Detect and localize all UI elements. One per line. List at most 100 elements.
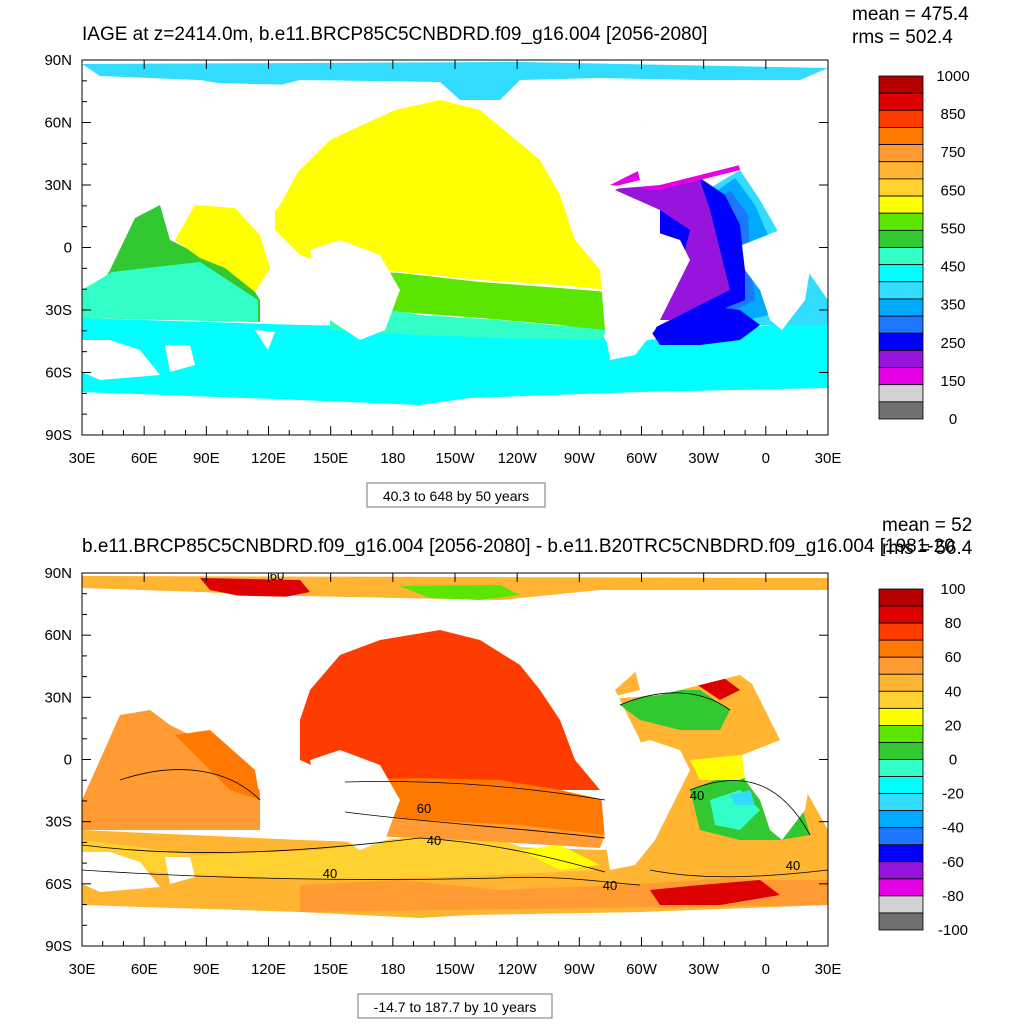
colorbar-swatch <box>878 401 924 420</box>
colorbar-swatch <box>878 298 924 317</box>
x-tick-label: 60W <box>626 450 658 467</box>
bottom-footer-box <box>357 993 553 1019</box>
contour-label: 40 <box>427 833 441 848</box>
x-tick-label: 150E <box>313 961 348 978</box>
contour-label: 60 <box>270 568 284 583</box>
colorbar-swatch <box>878 195 924 214</box>
colorbar-swatch <box>878 384 924 403</box>
y-tick-label: 90N <box>44 565 72 582</box>
colorbar-swatch <box>878 844 924 863</box>
colorbar-swatch <box>878 656 924 675</box>
x-tick-label: 0 <box>762 961 770 978</box>
colorbar-swatch <box>878 622 924 641</box>
colorbar-swatch <box>878 315 924 334</box>
colorbar-label: -80 <box>942 888 964 905</box>
x-tick-label: 150W <box>435 450 475 467</box>
bottom-title: b.e11.BRCP85C5CNBDRD.f09_g16.004 [2056-2… <box>82 536 955 557</box>
colorbar-swatch <box>878 281 924 300</box>
colorbar-swatch <box>878 878 924 897</box>
y-tick-label: 90S <box>45 427 72 444</box>
x-tick-label: 180 <box>380 961 405 978</box>
contour-label: 40 <box>690 788 704 803</box>
bottom-field-atlantic-cyan <box>730 790 755 805</box>
contour-label: 40 <box>786 858 800 873</box>
top-footer-box <box>366 482 546 508</box>
x-tick-label: 30E <box>815 961 842 978</box>
y-tick-label: 30S <box>45 302 72 319</box>
bottom-y-axis: 90N 60N 30N 0 30S 60S 90S <box>44 565 828 955</box>
colorbar-swatch <box>878 75 924 94</box>
y-tick-label: 90S <box>45 938 72 955</box>
top-title: IAGE at z=2414.0m, b.e11.BRCP85C5CNBDRD.… <box>82 24 707 45</box>
bottom-stat-mean: mean = 52 <box>882 515 972 536</box>
top-field-arctic <box>82 62 828 100</box>
colorbar-swatch <box>878 912 924 931</box>
bottom-colorbar: 100 80 60 40 20 0 -20 -40 -60 -80 -100 <box>878 581 968 939</box>
x-tick-label: 150W <box>435 961 475 978</box>
bottom-field-arctic-green <box>400 585 520 600</box>
y-tick-label: 0 <box>64 752 72 769</box>
bottom-stat-rms: rms = 56.4 <box>882 538 973 559</box>
top-colorbar: 1000 850 750 650 550 450 350 250 150 0 <box>878 68 970 428</box>
x-tick-label: 60E <box>131 450 158 467</box>
x-tick-label: 90W <box>564 450 596 467</box>
colorbar-label: 450 <box>940 259 965 276</box>
colorbar-label: 750 <box>940 144 965 161</box>
y-tick-label: 60N <box>44 115 72 132</box>
y-tick-label: 0 <box>64 240 72 257</box>
colorbar-swatch <box>878 725 924 743</box>
bottom-contour-labels: 40 40 40 40 40 60 60 <box>270 568 800 893</box>
colorbar-swatch <box>878 161 924 180</box>
y-tick-label: 30S <box>45 814 72 831</box>
colorbar-swatch <box>878 742 924 760</box>
bottom-field-indian-deep <box>175 730 260 800</box>
top-field-pacific-yellow <box>275 100 608 290</box>
colorbar-label: -60 <box>942 854 964 871</box>
colorbar-label: 650 <box>940 182 965 199</box>
x-tick-label: 60W <box>626 961 658 978</box>
top-field-pacific-teal <box>330 300 608 340</box>
bottom-map-field: 40 40 40 40 40 60 60 <box>82 568 828 918</box>
colorbar-swatch <box>878 349 924 368</box>
bottom-field-atlantic-red-s <box>650 880 780 905</box>
colorbar-swatch <box>878 673 924 692</box>
colorbar-swatch <box>878 229 924 248</box>
colorbar-swatch <box>878 605 924 624</box>
bottom-footer-text: -14.7 to 187.7 by 10 years <box>374 999 537 1015</box>
bottom-field-southern-bright <box>520 845 600 870</box>
top-field-pacific-green <box>335 270 608 332</box>
top-footer-text: 40.3 to 648 by 50 years <box>383 488 529 504</box>
colorbar-swatch <box>878 588 924 607</box>
x-tick-label: 60E <box>131 961 158 978</box>
colorbar-swatch <box>878 367 924 386</box>
colorbar-label: 0 <box>949 411 957 428</box>
y-tick-label: 90N <box>44 52 72 69</box>
colorbar-swatch <box>878 810 924 829</box>
x-tick-label: 120E <box>251 450 286 467</box>
x-tick-label: 120W <box>498 450 538 467</box>
x-tick-label: 0 <box>762 450 770 467</box>
bottom-field-pacific-lightorange <box>340 810 605 848</box>
colorbar-swatch <box>878 264 924 283</box>
colorbar-label: 80 <box>945 615 962 632</box>
bottom-contours <box>82 692 828 886</box>
x-tick-label: 30W <box>688 961 720 978</box>
y-tick-label: 60S <box>45 876 72 893</box>
top-field-indian-light <box>82 262 258 322</box>
colorbar-swatch <box>878 639 924 658</box>
top-field-atlantic-lowblue <box>650 305 760 345</box>
colorbar-swatch <box>878 109 924 128</box>
colorbar-swatch <box>878 144 924 163</box>
contour-label: 40 <box>323 866 337 881</box>
colorbar-label: 850 <box>940 106 965 123</box>
y-tick-label: 30N <box>44 177 72 194</box>
x-tick-label: 90E <box>193 961 220 978</box>
colorbar-swatch <box>878 332 924 351</box>
x-tick-label: 30E <box>815 450 842 467</box>
top-panel: IAGE at z=2414.0m, b.e11.BRCP85C5CNBDRD.… <box>44 4 970 508</box>
colorbar-label: -100 <box>938 922 968 939</box>
colorbar-swatch <box>878 895 924 914</box>
top-land <box>82 80 828 380</box>
colorbar-swatch <box>878 92 924 111</box>
bottom-field-arctic-red <box>200 578 310 598</box>
